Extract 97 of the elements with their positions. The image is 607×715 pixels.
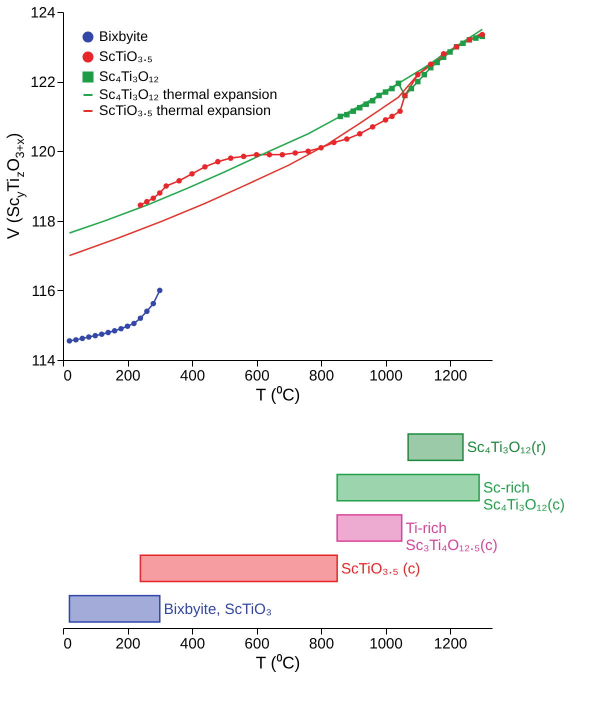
legend-label: Bixbyite xyxy=(99,28,148,44)
point xyxy=(473,35,479,41)
point xyxy=(163,183,169,189)
point xyxy=(357,131,362,137)
point xyxy=(318,144,324,150)
y-tick-label: ScTiO₃.₅ (c) xyxy=(341,560,420,578)
bar xyxy=(336,514,402,542)
point xyxy=(422,72,427,78)
point xyxy=(228,155,234,161)
point xyxy=(428,61,434,67)
y-tick-label: 114 xyxy=(32,352,56,370)
point xyxy=(331,140,337,146)
point xyxy=(92,332,98,338)
x-tick-label: 1000 xyxy=(369,636,403,652)
point xyxy=(266,152,272,158)
point xyxy=(389,114,395,120)
y-tick-label: Bixbyite, ScTiO₃ xyxy=(164,600,272,618)
point xyxy=(150,300,156,306)
x-tick-label: 400 xyxy=(180,636,206,652)
point xyxy=(350,108,356,114)
point xyxy=(396,80,402,86)
point xyxy=(370,98,376,104)
point xyxy=(124,324,130,329)
y-tick-label: 120 xyxy=(30,144,56,161)
legend-label: Sc₄Ti₃O₁₂ xyxy=(99,68,159,84)
y-tick-label: Ti-rich Sc₃Ti₄O₁₂.₅(c) xyxy=(406,520,498,554)
point xyxy=(344,112,350,118)
point xyxy=(460,40,466,46)
x-tick-label: 200 xyxy=(115,368,141,384)
point xyxy=(138,316,144,321)
x-tick-label: 1000 xyxy=(369,368,403,384)
y-axis-title: V (ScyTizO3+x) xyxy=(4,132,27,240)
point xyxy=(176,178,182,184)
point xyxy=(118,326,124,332)
point xyxy=(98,332,104,337)
x-tick-label: 800 xyxy=(309,636,334,652)
point xyxy=(80,336,86,342)
x-tick-label: 600 xyxy=(244,368,270,384)
x-tick-label: 1200 xyxy=(434,636,468,652)
point xyxy=(415,78,421,84)
point xyxy=(144,308,150,314)
point xyxy=(280,152,286,158)
point xyxy=(86,334,92,340)
x-tick-label: 800 xyxy=(309,368,334,384)
point xyxy=(105,330,111,336)
bar xyxy=(140,554,338,582)
point xyxy=(363,101,369,107)
point xyxy=(73,337,79,343)
point xyxy=(240,154,246,160)
point xyxy=(376,92,382,98)
x-tick-label: 0 xyxy=(64,636,72,652)
point xyxy=(254,152,260,158)
x-tick-label: 400 xyxy=(180,368,206,384)
x-axis-title: T (⁰C) xyxy=(256,386,300,404)
point xyxy=(150,195,156,201)
point xyxy=(397,108,403,114)
point xyxy=(189,171,195,177)
point xyxy=(157,288,163,294)
y-tick-label: 124 xyxy=(30,4,56,22)
bar xyxy=(407,433,464,462)
point xyxy=(370,124,376,130)
point xyxy=(138,202,144,208)
point xyxy=(215,158,221,164)
x-tick-label: 0 xyxy=(64,368,72,384)
point xyxy=(338,114,344,120)
bar xyxy=(68,594,161,623)
x-tick-label: 1200 xyxy=(434,368,468,384)
point xyxy=(382,89,388,95)
y-tick-label: 122 xyxy=(30,74,56,92)
y-tick-label: Sc-rich Sc₄Ti₃O₁₂(c) xyxy=(483,480,565,514)
point xyxy=(202,164,208,170)
point xyxy=(440,51,446,56)
point xyxy=(415,72,421,78)
y-tick-label: Sc₄Ti₃O₁₂(r) xyxy=(466,439,546,456)
point xyxy=(157,190,163,196)
legend-label: ScTiO₃.₅ thermal expansion xyxy=(99,102,271,118)
legend-label: Sc₄Ti₃O₁₂ thermal expansion xyxy=(99,86,278,102)
point xyxy=(389,86,395,92)
point xyxy=(292,150,298,156)
x-tick-label: 200 xyxy=(115,636,141,652)
point xyxy=(344,136,350,142)
y-tick-label: 118 xyxy=(32,213,56,230)
point xyxy=(131,320,137,326)
point xyxy=(357,104,362,110)
point xyxy=(144,198,150,204)
point xyxy=(305,148,311,154)
point xyxy=(112,328,118,334)
point xyxy=(447,49,453,55)
point xyxy=(66,338,72,344)
x-axis-title: T (⁰C) xyxy=(256,654,300,672)
legend-label: ScTiO₃.₅ xyxy=(99,48,153,64)
x-tick-label: 600 xyxy=(244,636,270,652)
point xyxy=(434,60,440,66)
bar xyxy=(336,474,480,502)
point xyxy=(408,86,414,92)
point xyxy=(382,117,388,123)
y-tick-label: 116 xyxy=(32,282,56,300)
